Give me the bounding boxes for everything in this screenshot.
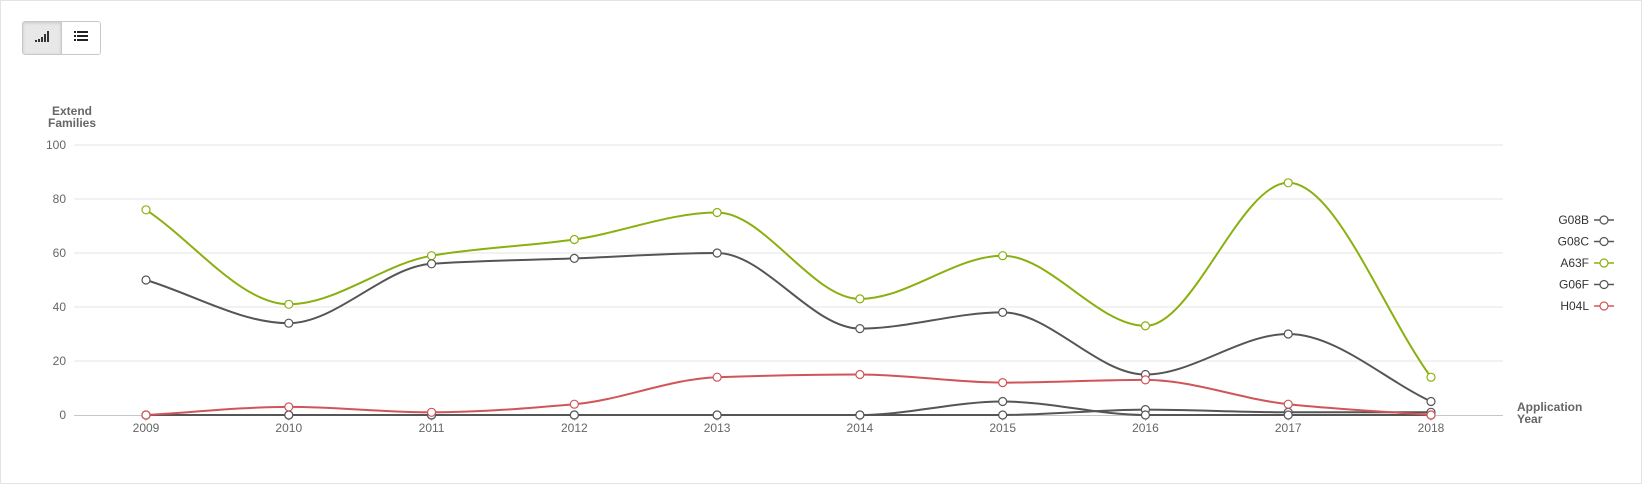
x-tick-label: 2012 (561, 421, 588, 435)
x-axis-ticks: 2009 2010 2011 2012 2013 2014 2015 2016 2017 2018 (133, 421, 1445, 435)
y-axis-ticks: 0 20 40 60 80 100 (46, 138, 66, 422)
data-point[interactable] (999, 411, 1007, 419)
data-point[interactable] (999, 398, 1007, 406)
data-point[interactable] (1284, 330, 1292, 338)
legend-label: G08B (1558, 213, 1589, 227)
legend-label: A63F (1560, 256, 1589, 270)
y-tick-label: 100 (46, 138, 66, 152)
y-tick-label: 80 (53, 192, 67, 206)
data-point[interactable] (1284, 411, 1292, 419)
y-tick-label: 60 (53, 246, 67, 260)
legend-marker (1600, 216, 1608, 224)
data-point[interactable] (1141, 376, 1149, 384)
legend-label: H04L (1560, 299, 1589, 313)
legend-item-g08c[interactable]: G08C (1558, 235, 1614, 249)
y-tick-label: 20 (53, 354, 67, 368)
x-tick-label: 2013 (704, 421, 731, 435)
y-tick-label: 0 (59, 408, 66, 422)
x-tick-label: 2018 (1418, 421, 1445, 435)
x-tick-label: 2015 (989, 421, 1016, 435)
data-point[interactable] (856, 371, 864, 379)
data-point[interactable] (1427, 373, 1435, 381)
data-point[interactable] (1284, 179, 1292, 187)
x-axis-title-line2: Year (1517, 412, 1543, 426)
data-point[interactable] (999, 252, 1007, 260)
x-tick-label: 2016 (1132, 421, 1159, 435)
series-line (146, 253, 1431, 402)
legend-marker (1600, 259, 1608, 267)
data-point[interactable] (1284, 400, 1292, 408)
data-point[interactable] (713, 411, 721, 419)
data-point[interactable] (142, 276, 150, 284)
data-point[interactable] (1141, 411, 1149, 419)
series-g06f (142, 249, 1435, 406)
data-point[interactable] (713, 373, 721, 381)
data-point[interactable] (142, 411, 150, 419)
data-point[interactable] (428, 252, 436, 260)
data-point[interactable] (285, 300, 293, 308)
x-tick-label: 2011 (419, 421, 445, 435)
grid-lines (74, 145, 1503, 361)
legend-item-a63f[interactable]: A63F (1560, 256, 1614, 270)
series-group (142, 179, 1435, 419)
data-point[interactable] (428, 260, 436, 268)
legend-item-h04l[interactable]: H04L (1560, 299, 1614, 313)
x-tick-label: 2017 (1275, 421, 1302, 435)
data-point[interactable] (713, 249, 721, 257)
data-point[interactable] (285, 411, 293, 419)
y-tick-label: 40 (53, 300, 67, 314)
data-point[interactable] (1141, 322, 1149, 330)
data-point[interactable] (999, 308, 1007, 316)
data-point[interactable] (142, 206, 150, 214)
series-line (146, 183, 1431, 377)
data-point[interactable] (713, 209, 721, 217)
x-tick-label: 2009 (133, 421, 160, 435)
data-point[interactable] (1427, 398, 1435, 406)
data-point[interactable] (285, 319, 293, 327)
legend-marker (1600, 281, 1608, 289)
data-point[interactable] (570, 254, 578, 262)
legend-marker (1600, 238, 1608, 246)
data-point[interactable] (1427, 411, 1435, 419)
data-point[interactable] (570, 411, 578, 419)
x-tick-label: 2014 (847, 421, 874, 435)
data-point[interactable] (856, 411, 864, 419)
series-a63f (142, 179, 1435, 381)
data-point[interactable] (856, 325, 864, 333)
legend-marker (1600, 302, 1608, 310)
legend-item-g08b[interactable]: G08B (1558, 213, 1614, 227)
data-point[interactable] (999, 379, 1007, 387)
x-tick-label: 2010 (275, 421, 302, 435)
data-point[interactable] (428, 408, 436, 416)
data-point[interactable] (285, 403, 293, 411)
legend: G08B G08C A63F G06F H04L (1558, 213, 1614, 313)
data-point[interactable] (570, 400, 578, 408)
data-point[interactable] (856, 295, 864, 303)
y-axis-title-line2: Families (48, 116, 96, 130)
data-point[interactable] (570, 236, 578, 244)
legend-item-g06f[interactable]: G06F (1559, 278, 1614, 292)
series-line (146, 375, 1431, 416)
legend-label: G08C (1558, 235, 1590, 249)
legend-label: G06F (1559, 278, 1589, 292)
